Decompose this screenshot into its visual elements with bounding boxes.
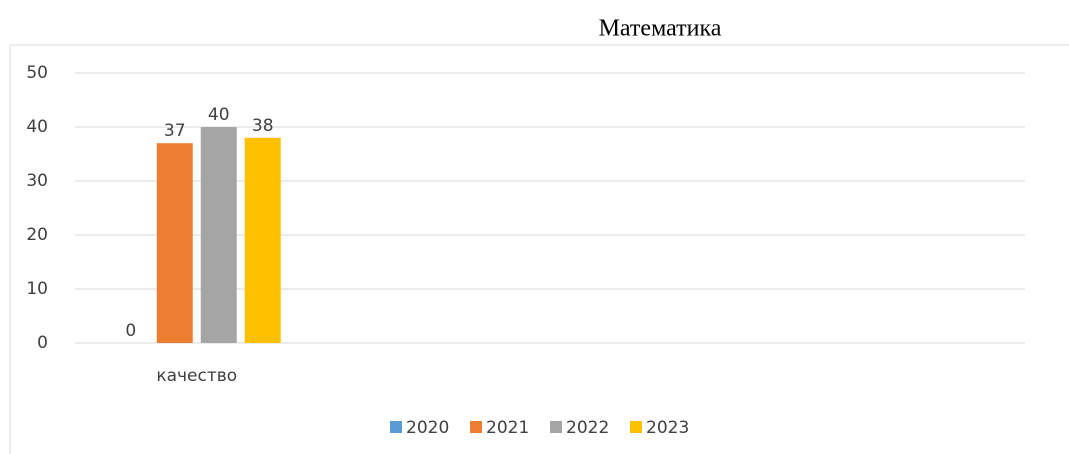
data-label: 0 <box>125 321 136 341</box>
legend-swatch <box>390 421 402 433</box>
bar <box>156 143 193 343</box>
y-tick-label: 40 <box>26 117 48 137</box>
y-tick-label: 50 <box>26 63 48 83</box>
x-tick-label: качество <box>156 366 237 386</box>
legend-label: 2020 <box>406 418 449 438</box>
legend-label: 2023 <box>646 418 689 438</box>
data-label: 38 <box>252 116 274 136</box>
chart-title: Математика <box>599 16 722 42</box>
y-tick-label: 30 <box>26 171 48 191</box>
bar <box>200 127 237 343</box>
y-tick-label: 0 <box>37 333 48 353</box>
legend-swatch <box>550 421 562 433</box>
data-label: 40 <box>208 105 230 125</box>
y-tick-label: 10 <box>26 279 48 299</box>
y-tick-label: 20 <box>26 225 48 245</box>
legend-label: 2021 <box>486 418 529 438</box>
legend-swatch <box>470 421 482 433</box>
legend-label: 2022 <box>566 418 609 438</box>
data-label: 37 <box>164 121 186 141</box>
legend-swatch <box>630 421 642 433</box>
bar <box>244 137 281 343</box>
